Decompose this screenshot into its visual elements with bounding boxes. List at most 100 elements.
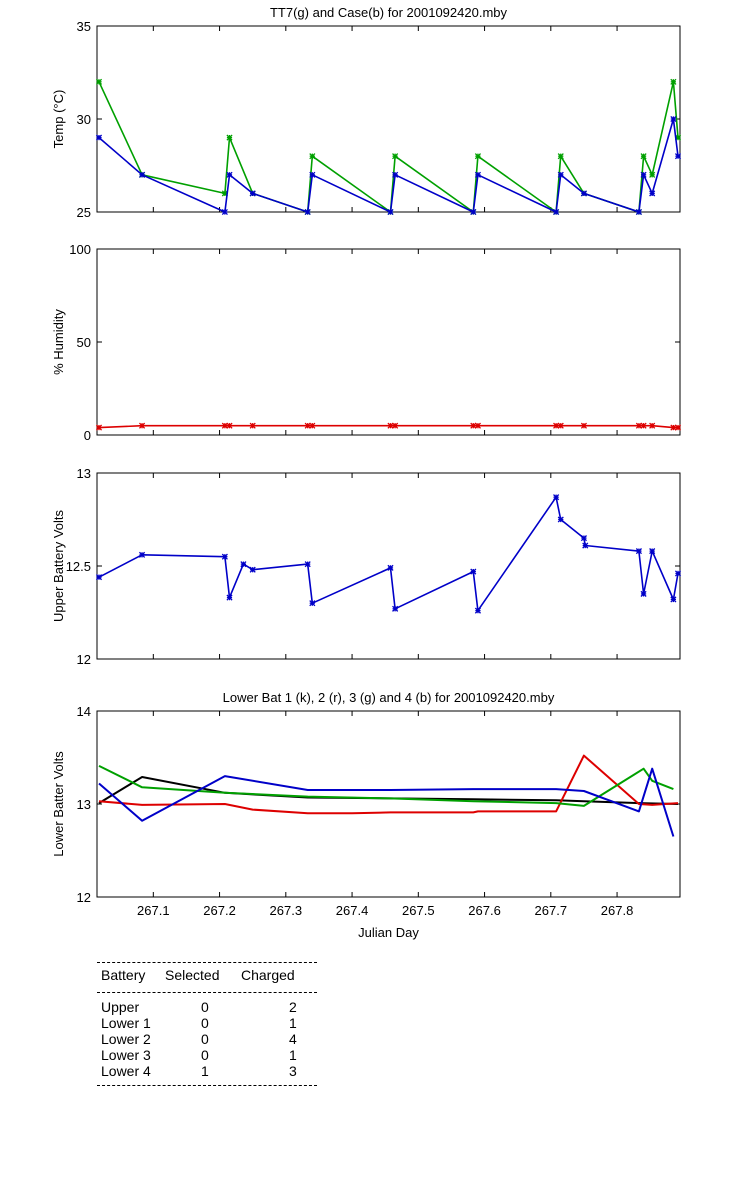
chart-3-series-upper-point xyxy=(249,566,256,573)
chart-1-ylabel: Temp (°C) xyxy=(51,90,66,149)
chart-1-series-case-point xyxy=(635,208,642,216)
row-charged: 1 xyxy=(289,1047,297,1063)
chart-3-series-upper-point xyxy=(582,542,589,549)
chart-2-series-humidity-point xyxy=(640,422,647,429)
header-charged: Charged xyxy=(241,967,295,983)
chart-3-series-upper-point xyxy=(649,548,656,555)
chart-4-series-lower-4-line xyxy=(98,767,675,837)
chart-1-series-case-point xyxy=(392,171,399,178)
chart-2-series-humidity-point xyxy=(553,422,560,429)
chart-1-series-case-point xyxy=(553,208,560,216)
chart-1-series-tt7-point xyxy=(649,171,656,178)
chart-4-xtick-label: 267.6 xyxy=(468,903,501,918)
table-header-divider xyxy=(97,992,317,993)
chart-2-series-humidity-point xyxy=(635,422,642,429)
table-header-row: Battery Selected Charged xyxy=(97,963,317,992)
chart-3-series-upper-point xyxy=(470,568,477,575)
chart-2-series-humidity-point xyxy=(470,422,477,429)
chart-4-xtick-label: 267.1 xyxy=(137,903,170,918)
table-top-divider xyxy=(97,962,317,963)
chart-1-ytick-label: 30 xyxy=(77,112,91,127)
row-charged: 4 xyxy=(289,1031,297,1047)
chart-3-series-upper-point xyxy=(309,600,316,607)
row-selected: 0 xyxy=(201,999,209,1015)
chart-1-series-case-point xyxy=(221,208,228,216)
row-battery: Lower 1 xyxy=(101,1015,151,1031)
chart-1-series-case-point xyxy=(474,171,481,178)
chart-1-series-case-point xyxy=(138,171,146,178)
row-selected: 0 xyxy=(201,1031,209,1047)
chart-2-series-humidity-point xyxy=(138,422,146,429)
chart-2-series-humidity-point xyxy=(221,422,228,429)
table-row: Lower 1 0 1 xyxy=(101,1015,317,1031)
chart-4-xtick-label: 267.8 xyxy=(601,903,634,918)
chart-4-title: Lower Bat 1 (k), 2 (r), 3 (g) and 4 (b) … xyxy=(223,690,555,705)
chart-2-series-humidity-point xyxy=(387,422,394,429)
header-battery: Battery xyxy=(101,967,146,983)
chart-4-series-lower-2-line xyxy=(98,754,679,815)
chart-4-xtick-label: 267.2 xyxy=(203,903,236,918)
chart-3-ytick-label: 13 xyxy=(77,466,91,481)
chart-1-series-case-point xyxy=(640,171,647,178)
chart-1-series-tt7-point xyxy=(226,134,233,141)
chart-1-series-case-point xyxy=(470,208,477,216)
chart-2-plot-frame xyxy=(96,248,681,436)
row-selected: 0 xyxy=(201,1047,209,1063)
chart-3-series-upper-point xyxy=(474,607,481,614)
chart-3-series-upper-point xyxy=(392,605,399,612)
chart-3-ytick-label: 12.5 xyxy=(66,559,91,574)
chart-1-series-case-point xyxy=(670,115,677,123)
chart-1-series-case-point xyxy=(309,171,316,178)
chart-4-xlabel: Julian Day xyxy=(358,925,419,940)
chart-3-series-upper-point xyxy=(557,516,564,523)
chart-2-ytick-label: 100 xyxy=(69,242,91,257)
chart-3-series-upper-point xyxy=(226,594,233,601)
chart-1-series-tt7-point xyxy=(640,153,647,160)
chart-1-series-case-point xyxy=(304,208,311,216)
table-row: Lower 2 0 4 xyxy=(101,1031,317,1047)
chart-4-ytick-label: 14 xyxy=(77,704,91,719)
row-charged: 2 xyxy=(289,999,297,1015)
table-row: Lower 3 0 1 xyxy=(101,1047,317,1063)
chart-1-series-tt7-point xyxy=(392,153,399,160)
row-selected: 0 xyxy=(201,1015,209,1031)
chart-3-series-upper-point xyxy=(640,590,647,597)
table-row: Lower 4 1 3 xyxy=(101,1063,317,1079)
chart-3-series-upper-point xyxy=(635,548,642,555)
row-battery: Upper xyxy=(101,999,140,1015)
chart-2-series-humidity-point xyxy=(304,422,311,429)
chart-4-xtick-label: 267.7 xyxy=(535,903,568,918)
chart-1-series-tt7-point xyxy=(670,78,677,85)
chart-1-series-tt7-point xyxy=(557,153,564,160)
chart-1-series-tt7-point xyxy=(309,153,316,160)
chart-3-series-upper-point xyxy=(240,561,247,568)
battery-summary-table: Battery Selected Charged Upper 0 2 Lower… xyxy=(97,962,317,1086)
chart-2-series-humidity-point xyxy=(649,422,656,429)
header-selected: Selected xyxy=(165,967,220,983)
chart-1-series-case-point xyxy=(674,153,682,160)
chart-2-series-humidity-point xyxy=(674,424,682,431)
charts-canvas: 25 30 35 TT7(g) and Case(b) for 2001092420.… xyxy=(51,5,682,940)
chart-3-series-upper-point xyxy=(553,494,560,501)
chart-1-series-case-point xyxy=(249,190,256,197)
chart-1-ytick-label: 35 xyxy=(77,19,91,34)
chart-1-series-tt7-point xyxy=(474,153,481,160)
chart-1-series-case-point xyxy=(95,134,103,141)
chart-3-series-upper-point xyxy=(95,574,103,581)
chart-1-series-case-point xyxy=(387,208,394,216)
chart-2-series-humidity-point xyxy=(474,422,481,429)
row-battery: Lower 2 xyxy=(101,1031,151,1047)
chart-2-series-humidity-point xyxy=(392,422,399,429)
chart-1-title: TT7(g) and Case(b) for 2001092420.mby xyxy=(270,5,508,20)
chart-2-series-humidity-point xyxy=(249,422,256,429)
chart-1-plot-frame xyxy=(96,25,681,213)
row-selected: 1 xyxy=(201,1063,209,1079)
chart-4-xtick-label: 267.3 xyxy=(270,903,303,918)
row-battery: Lower 4 xyxy=(101,1063,151,1079)
chart-3-series-upper-point xyxy=(387,564,394,571)
chart-3-ytick-label: 12 xyxy=(77,652,91,667)
chart-1-series-case-point xyxy=(649,190,656,197)
chart-2-ylabel: % Humidity xyxy=(51,309,66,375)
chart-3-series-upper-point xyxy=(580,535,587,542)
chart-2-series-humidity-point xyxy=(580,422,587,429)
